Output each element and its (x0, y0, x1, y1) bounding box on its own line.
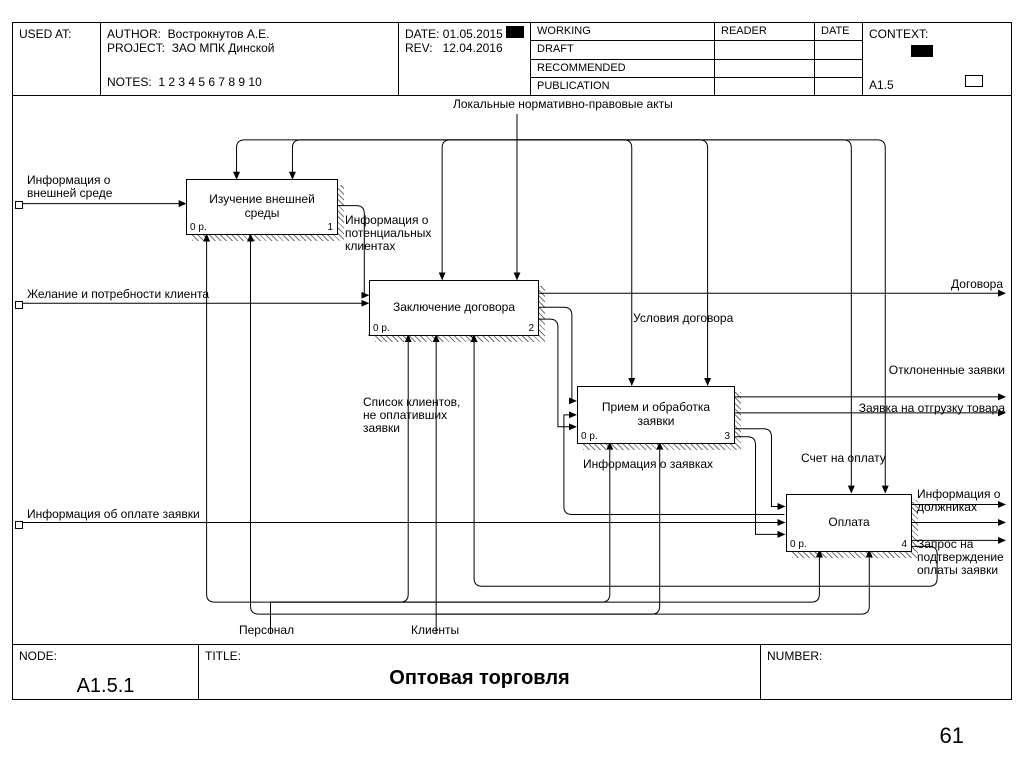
page-number: 61 (940, 723, 964, 749)
context-code: A1.5 (869, 78, 894, 92)
box3-br: 3 (724, 431, 730, 443)
reader-label: READER (715, 23, 814, 40)
hdr-author-col: AUTHOR: Вострокнутов А.Е. PROJECT: ЗАО М… (101, 23, 399, 95)
node-value: A1.5.1 (19, 675, 192, 698)
status-recommended: RECOMMENDED (531, 60, 714, 78)
author-label: AUTHOR: (107, 27, 161, 41)
status-working: WORKING (531, 23, 714, 41)
box1-title: Изучение внешней среды (191, 193, 333, 221)
box1-bl: 0 р. (190, 222, 207, 234)
tunnel-icon (15, 201, 23, 209)
label-mech2: Клиенты (411, 624, 459, 637)
idef0-header: USED AT: AUTHOR: Вострокнутов А.Е. PROJE… (13, 23, 1011, 96)
label-out4: Информация о должниках (917, 488, 1000, 514)
box2-br: 2 (528, 323, 534, 335)
reader-date-label: DATE (814, 23, 862, 40)
activity-box-1: Изучение внешней среды 0 р. 1 (186, 179, 338, 235)
hdr-context-col: CONTEXT: A1.5 (863, 23, 1011, 95)
label-mech1: Персонал (239, 624, 294, 637)
hdr-status-col: WORKING DRAFT RECOMMENDED PUBLICATION (531, 23, 715, 95)
activity-box-3: Прием и обработка заявки 0 р. 3 (577, 386, 735, 444)
date-label: DATE: (405, 27, 439, 41)
idef0-diagram: Изучение внешней среды 0 р. 1 Заключение… (13, 96, 1011, 644)
box4-bl: 0 р. (790, 539, 807, 551)
tunnel-icon (15, 521, 23, 529)
arrows-layer (13, 96, 1011, 644)
hdr-used-at: USED AT: (13, 23, 101, 95)
box3-bl: 0 р. (581, 431, 598, 443)
activity-box-2: Заключение договора 0 р. 2 (369, 280, 539, 336)
activity-box-4: Оплата 0 р. 4 (786, 494, 912, 552)
notes-label: NOTES: (107, 75, 152, 89)
working-mark-icon (506, 26, 524, 38)
rev-value: 12.04.2016 (443, 41, 503, 55)
label-out1: Договора (893, 278, 1003, 291)
label-m2: Условия договора (633, 312, 733, 325)
label-out5: Запрос на подтверждение оплаты заявки (917, 538, 1004, 578)
box2-title: Заключение договора (393, 301, 515, 315)
label-out2: Отклоненные заявки (877, 364, 1005, 377)
hdr-reader-col: READERDATE (715, 23, 863, 95)
context-label: CONTEXT: (869, 27, 928, 41)
label-in1: Информация о внешней среде (27, 174, 112, 200)
label-m1: Информация о потенциальных клиентах (345, 214, 431, 254)
hdr-date-col: DATE: 01.05.2015 REV: 12.04.2016 (399, 23, 531, 95)
box4-br: 4 (901, 539, 907, 551)
box2-bl: 0 р. (373, 323, 390, 335)
number-label: NUMBER: (767, 649, 822, 663)
rev-label: REV: (405, 41, 433, 55)
label-m5: Счет на оплату (801, 452, 886, 465)
box3-title: Прием и обработка заявки (582, 401, 730, 429)
box4-title: Оплата (828, 516, 869, 530)
label-m3: Список клиентов, не оплативших заявки (363, 396, 460, 436)
tunnel-icon (15, 301, 23, 309)
title-value: Оптовая торговля (205, 667, 754, 690)
project-value: ЗАО МПК Динской (172, 41, 275, 55)
context-block-icon (911, 45, 933, 57)
box1-br: 1 (327, 222, 333, 234)
label-in2: Желание и потребности клиента (27, 288, 209, 301)
status-publication: PUBLICATION (531, 78, 714, 96)
ftr-number-col: NUMBER: (761, 645, 1011, 699)
used-at-label: USED AT: (19, 27, 71, 41)
ftr-node-col: NODE: A1.5.1 (13, 645, 199, 699)
notes-value: 1 2 3 4 5 6 7 8 9 10 (158, 75, 261, 89)
ftr-title-col: TITLE: Оптовая торговля (199, 645, 761, 699)
label-in3: Информация об оплате заявки (27, 508, 200, 521)
label-out3: Заявка на отгрузку товара (843, 402, 1005, 415)
label-top-control: Локальные нормативно-правовые акты (453, 98, 673, 111)
project-label: PROJECT: (107, 41, 165, 55)
title-label: TITLE: (205, 649, 241, 663)
status-draft: DRAFT (531, 41, 714, 59)
author-value: Вострокнутов А.Е. (168, 27, 270, 41)
context-box-icon (965, 75, 983, 87)
node-label: NODE: (19, 649, 57, 663)
date-value: 01.05.2015 (443, 27, 503, 41)
label-m4: Информация о заявках (583, 458, 713, 471)
idef0-footer: NODE: A1.5.1 TITLE: Оптовая торговля NUM… (13, 644, 1011, 699)
